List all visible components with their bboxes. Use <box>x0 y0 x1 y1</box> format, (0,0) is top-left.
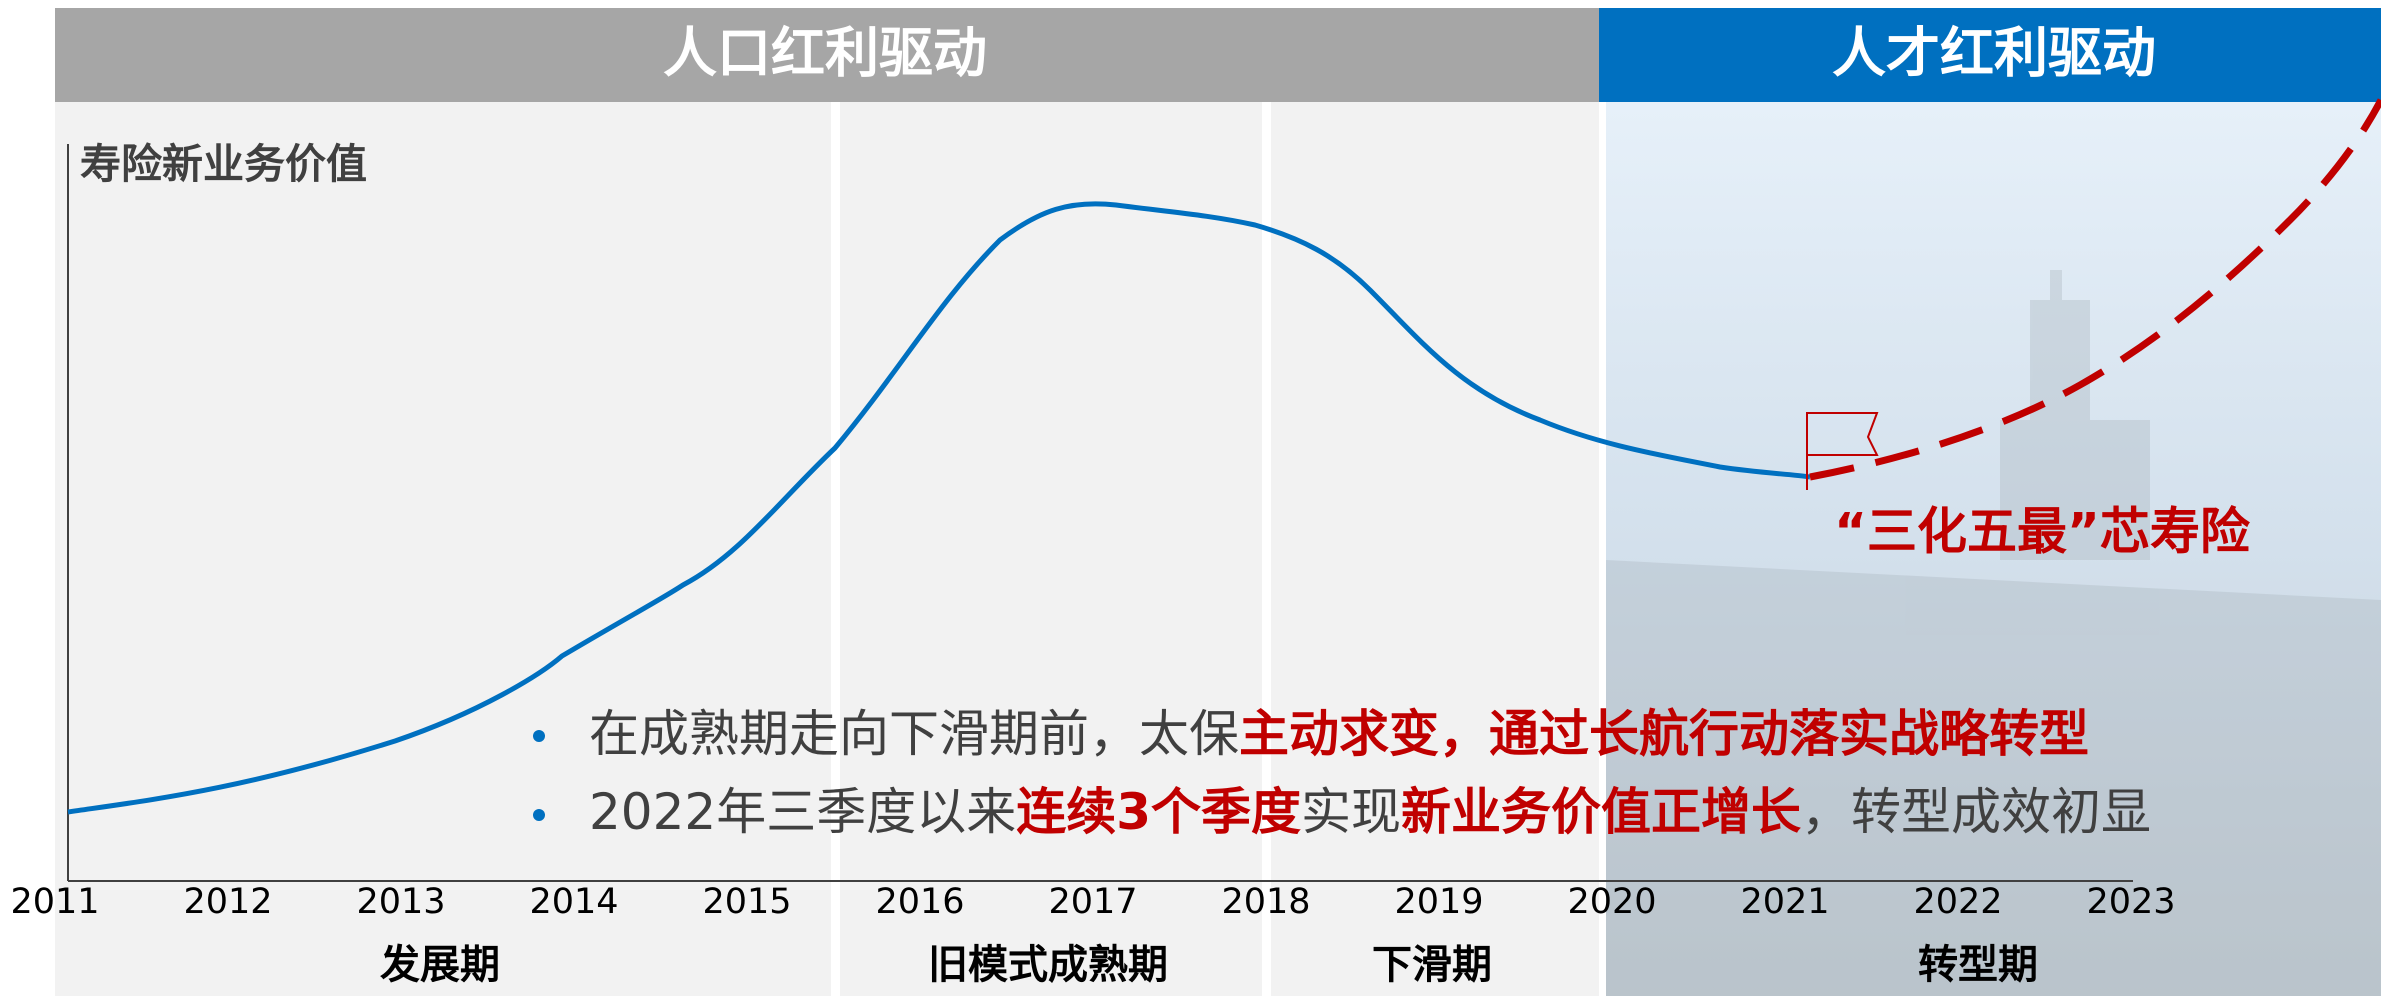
annotation: “三化五最”芯寿险 <box>1834 503 2251 561</box>
x-tick-label: 2014 <box>529 882 618 922</box>
bullet: 2022年三季度以来连续3个季度实现新业务价值正增长，转型成效初显 <box>589 783 2151 841</box>
bullet-highlight: 新业务价值正增长 <box>1401 783 1801 841</box>
bullet: 在成熟期走向下滑期前，太保主动求变，通过长航行动落实战略转型 <box>589 705 2089 763</box>
x-tick-label: 2023 <box>2086 882 2175 922</box>
panel <box>1271 102 1599 996</box>
bullet-dot <box>533 809 545 821</box>
phase-label: 旧模式成熟期 <box>928 942 1168 988</box>
phase-label: 发展期 <box>380 942 500 988</box>
x-tick-label: 2020 <box>1567 882 1656 922</box>
x-tick-label: 2016 <box>875 882 964 922</box>
x-tick-label: 2017 <box>1048 882 1137 922</box>
x-tick-label: 2013 <box>356 882 445 922</box>
panel <box>840 102 1262 996</box>
banner-title: 人才红利驱动 <box>1832 22 2156 85</box>
x-tick-label: 2011 <box>10 882 99 922</box>
x-tick-label: 2022 <box>1913 882 2002 922</box>
phase-label: 转型期 <box>1918 942 2038 988</box>
banner-title: 人口红利驱动 <box>663 22 987 85</box>
bullet-text: 在成熟期走向下滑期前，太保 <box>589 705 1239 763</box>
bullet-dot <box>533 730 545 742</box>
x-tick-label: 2021 <box>1740 882 1829 922</box>
panel <box>55 102 831 996</box>
x-tick-label: 2019 <box>1394 882 1483 922</box>
bullet-text: 2022年三季度以来 <box>589 783 1016 841</box>
bullet-text: ，转型成效初显 <box>1801 783 2151 841</box>
bullet-highlight: 连续3个季度 <box>1016 783 1301 841</box>
x-tick-label: 2015 <box>702 882 791 922</box>
bullet-highlight: 主动求变，通过长航行动落实战略转型 <box>1239 705 2089 763</box>
phase-label: 下滑期 <box>1372 942 1492 988</box>
x-tick-label: 2012 <box>183 882 272 922</box>
slide: 人口红利驱动 人才红利驱动 寿险新业务价值 “三化五最”芯寿险 在成熟期走向下滑… <box>0 0 2381 996</box>
x-tick-label: 2018 <box>1221 882 1310 922</box>
bullet-text: 实现 <box>1301 783 1401 841</box>
axis-title: 寿险新业务价值 <box>80 140 367 188</box>
